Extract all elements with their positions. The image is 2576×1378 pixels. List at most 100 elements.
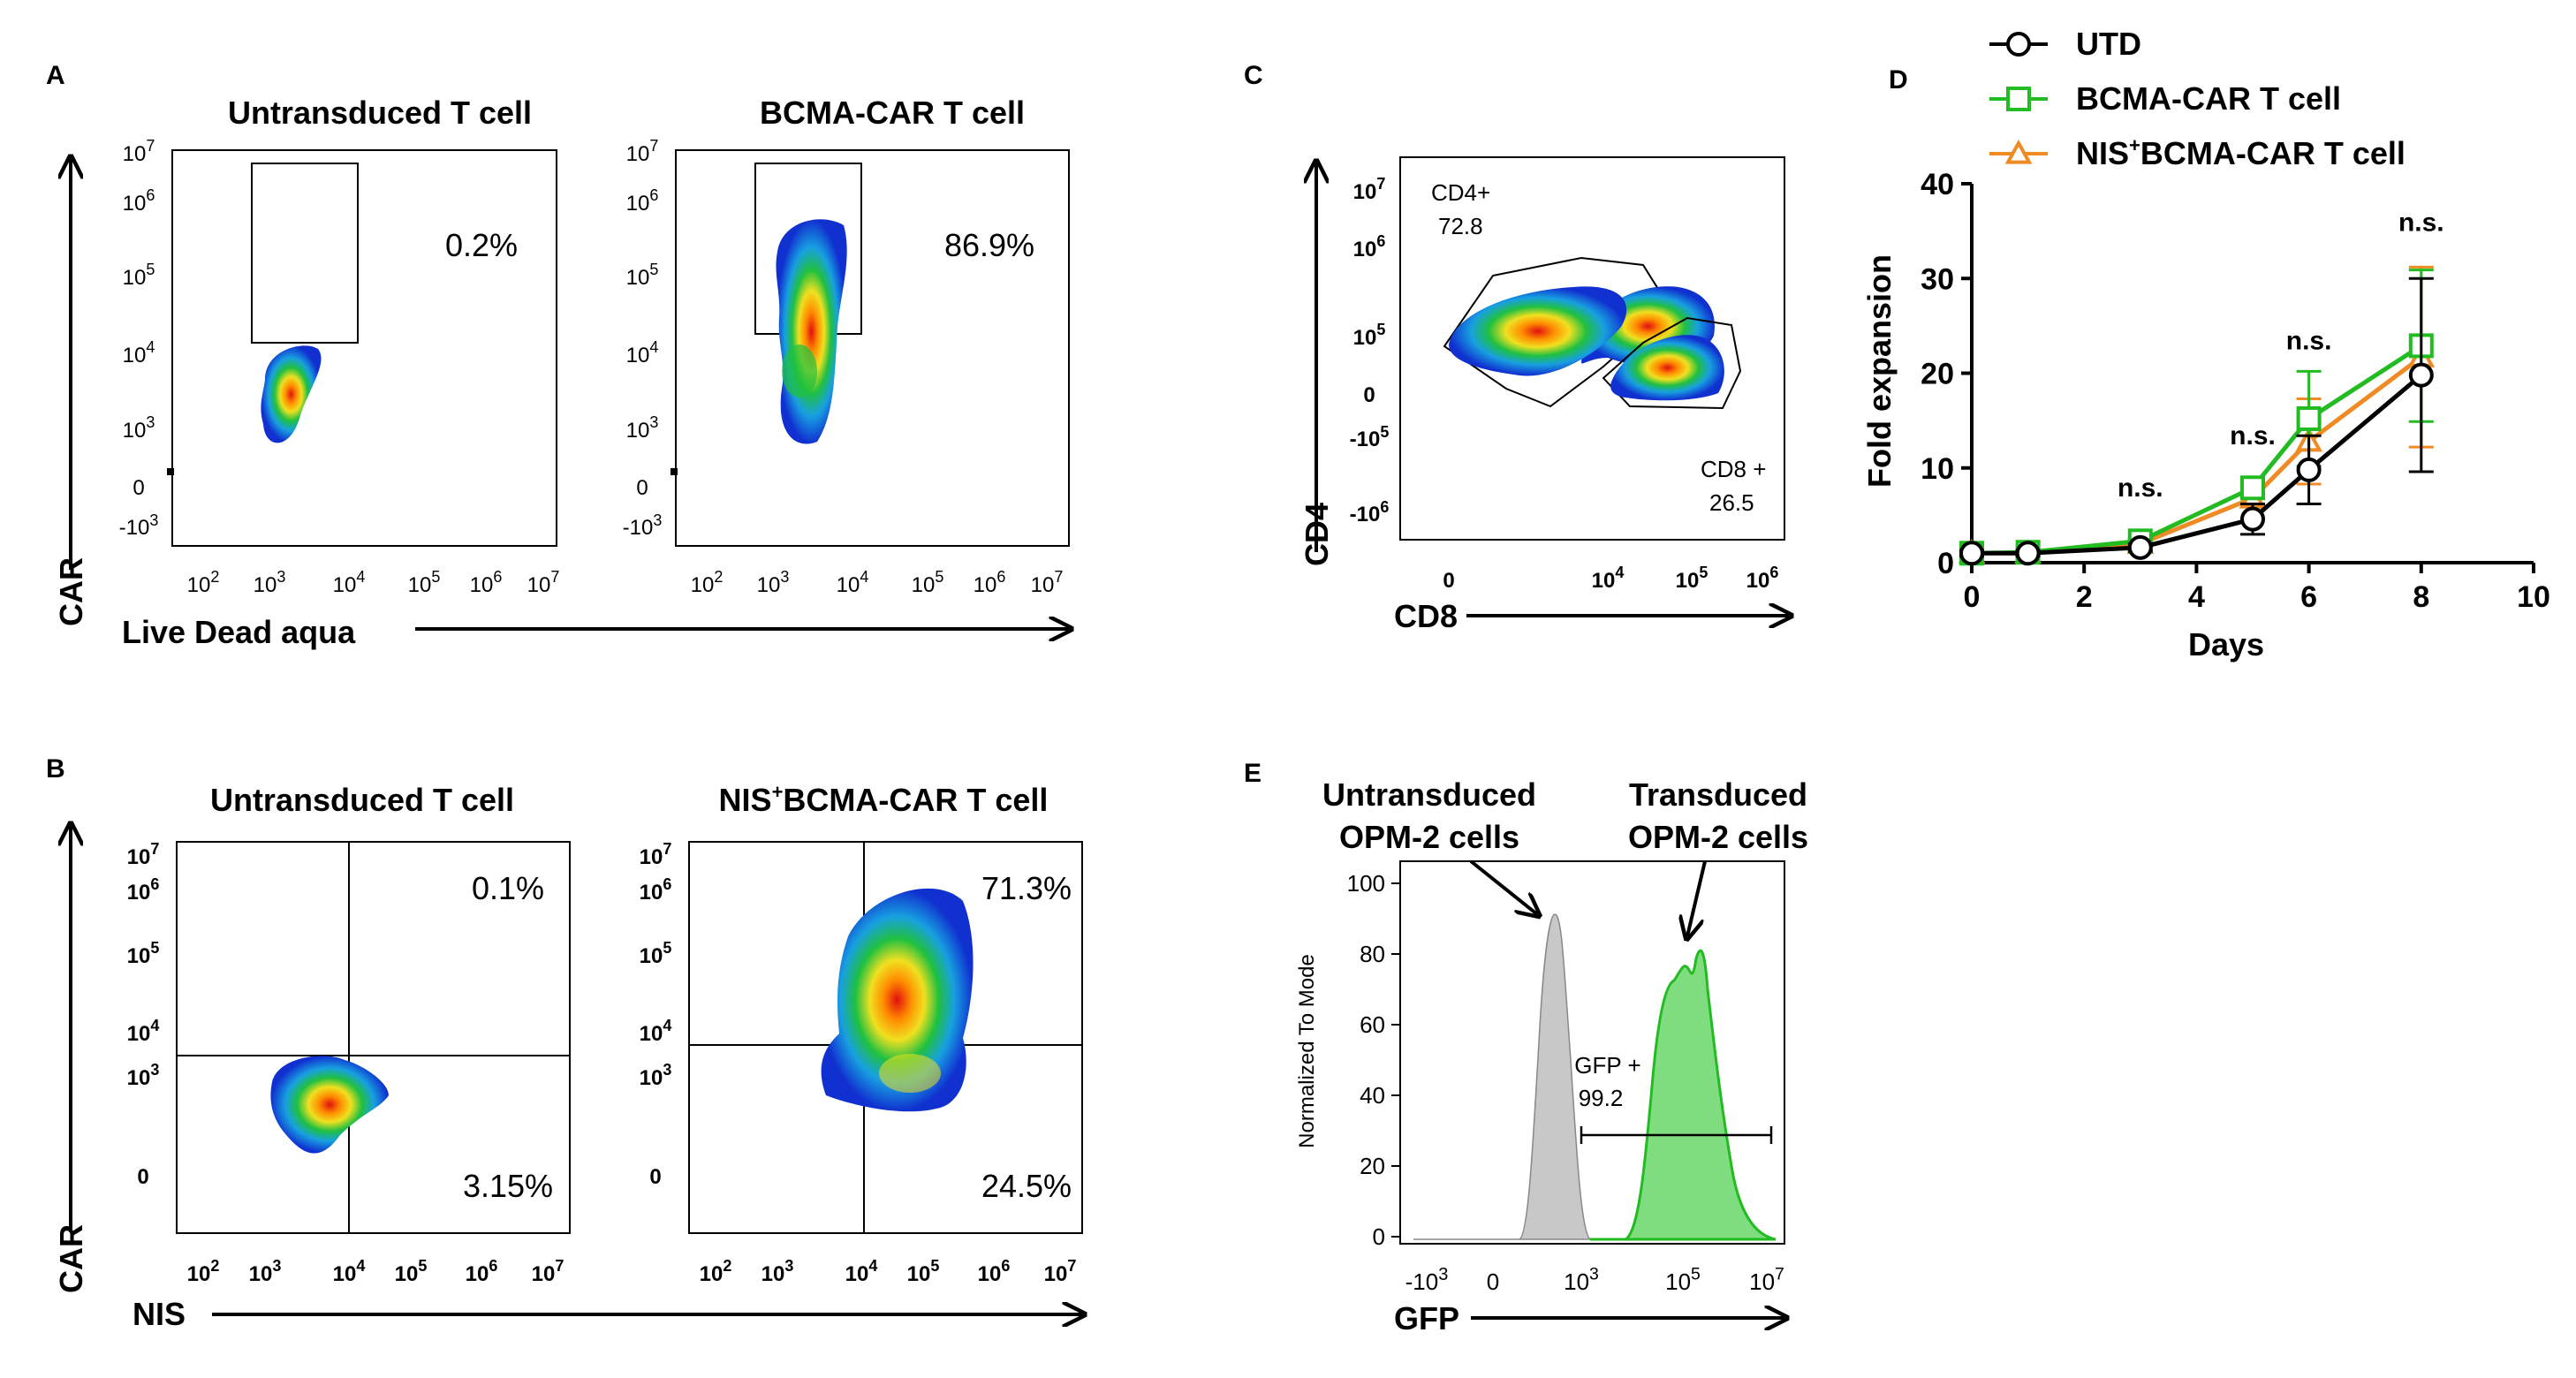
x-tick-label: 0 [1443, 569, 1454, 593]
x-tick-label: 107 [532, 1257, 564, 1286]
x-tick-label: 102 [187, 568, 220, 597]
panel-e-tick-labels: 0 20 40 60 80 100 -103 0 103 105 107 [1347, 870, 1784, 1295]
y-tick-label: -103 [119, 511, 159, 540]
legend: UTD BCMA-CAR T cell NIS+BCMA-CAR T cell [1989, 26, 2406, 171]
gate-cd4-name: CD4+ [1431, 179, 1490, 206]
density-blob [270, 1056, 389, 1154]
y-tick-label: 60 [1360, 1011, 1385, 1038]
density-blob-lower [782, 344, 817, 398]
y-tick-label: 103 [123, 413, 155, 443]
x-tick-label: 102 [700, 1257, 732, 1286]
annotation-ns: n.s. [2398, 208, 2444, 238]
x-tick-label: 104 [837, 568, 869, 597]
gate-gfp-name: GFP + [1574, 1052, 1640, 1079]
axis-marker [671, 468, 678, 475]
x-tick-label: 104 [1592, 564, 1625, 593]
plot-frame [1399, 156, 1785, 541]
panel-a: A Untransduced T cell BCMA-CAR T cell 0.… [46, 61, 1069, 650]
y-tick-label: 107 [640, 840, 672, 869]
panel-e: E Untransduced OPM-2 cells Transduced OP… [1244, 759, 1808, 1336]
density-blob-cd4-main [1449, 286, 1627, 376]
y-tick-label: 80 [1360, 941, 1385, 967]
x-tick-label: 0 [1487, 1268, 1499, 1295]
x-tick-label: 103 [249, 1257, 282, 1286]
panel-c-tick-labels: 107 106 105 0 -105 -106 0 104 105 106 [1350, 175, 1779, 593]
panel-a-y-label: CAR [53, 557, 89, 626]
y-tick-label: 20 [1921, 358, 1954, 391]
panel-a-x-label: Live Dead aqua [122, 614, 356, 650]
legend-label: NIS+BCMA-CAR T cell [2076, 134, 2406, 171]
data-point [2408, 362, 2434, 388]
y-tick-label: 106 [626, 186, 659, 216]
x-tick-label: 105 [912, 568, 944, 597]
data-point [2296, 405, 2322, 431]
panel-b-y-label: CAR [53, 1224, 89, 1293]
gate-cd8 [1602, 316, 1742, 410]
x-tick-label: 103 [757, 568, 790, 597]
y-tick-label: 40 [1360, 1082, 1385, 1109]
x-tick-label: 105 [1676, 564, 1708, 593]
y-tick-label: 100 [1347, 870, 1385, 897]
panel-b-letter: B [46, 754, 65, 784]
y-tick-label: 104 [127, 1017, 160, 1046]
panel-b-left-title: Untransduced T cell [210, 782, 514, 818]
label-untransduced-line2: OPM-2 cells [1339, 819, 1519, 855]
panel-c-x-label: CD8 [1394, 598, 1458, 634]
x-tick-label: 105 [907, 1257, 940, 1286]
plot-frame [688, 841, 1083, 1234]
legend-item: UTD [1989, 26, 2141, 62]
x-tick-label: 0 [1964, 580, 1981, 614]
y-tick-label: -106 [1350, 498, 1390, 526]
x-tick-label: 106 [470, 568, 503, 597]
y-tick-label: 40 [1921, 168, 1954, 201]
panel-b: B Untransduced T cell NIS+BCMA-CAR T cel… [46, 754, 1082, 1332]
label-transduced-line2: OPM-2 cells [1628, 819, 1808, 855]
x-tick-label: 6 [2300, 580, 2317, 614]
x-tick-label: 107 [527, 568, 560, 597]
x-axis-label: Days [2188, 626, 2264, 662]
legend-label: UTD [2076, 26, 2141, 62]
panel-b-x-label: NIS [133, 1296, 186, 1332]
panel-e-letter: E [1244, 759, 1261, 788]
gate-gfp-value: 99.2 [1579, 1085, 1624, 1111]
annotation-ns: n.s. [2230, 421, 2276, 450]
x-tick-label: 104 [333, 1257, 366, 1286]
panel-c-letter: C [1244, 61, 1263, 90]
y-tick-label: 107 [127, 840, 160, 869]
density-blob [821, 888, 974, 1112]
panel-a-right-plot: 86.9% [675, 149, 1070, 547]
y-tick-label: 103 [626, 413, 659, 443]
panel-b-right-title: NIS+BCMA-CAR T cell [719, 781, 1049, 818]
data-point [2240, 475, 2265, 501]
y-tick-label: 0 [649, 1165, 661, 1189]
y-tick-label: 0 [1937, 547, 1954, 580]
arrow-untransduced [1469, 859, 1537, 914]
legend-marker [2006, 32, 2031, 57]
x-tick-label: 102 [691, 568, 724, 597]
series-circle [1959, 276, 2434, 566]
y-tick-label: 107 [1353, 175, 1386, 204]
data-point [2015, 541, 2041, 566]
data-point [1959, 541, 1984, 566]
panel-a-letter: A [46, 61, 65, 90]
y-tick-label: 106 [640, 875, 672, 905]
y-tick-label: 105 [127, 939, 160, 968]
data-point [2296, 457, 2322, 482]
y-tick-label: 106 [127, 875, 160, 905]
panel-c: C CD4+ 72.8 CD8 + 26.5 107 106 105 0 -105 -10… [1244, 61, 1789, 634]
y-tick-label: 0 [636, 476, 648, 500]
density-blob-lower [879, 1054, 941, 1093]
panel-b-tick-labels: 107 106 105 104 103 0 102 103 104 105 106 107 107 106… [127, 840, 1077, 1286]
y-tick-label: 105 [640, 939, 672, 968]
panel-b-left-plot: 0.1% 3.15% [176, 841, 571, 1234]
panel-e-y-label: Normalized To Mode [1295, 954, 1319, 1148]
y-tick-label: 20 [1360, 1153, 1385, 1179]
x-tick-label: 2 [2076, 580, 2093, 614]
data-point [2240, 506, 2265, 532]
label-untransduced-line1: Untransduced [1322, 776, 1536, 813]
y-tick-label: 107 [626, 137, 659, 166]
legend-marker [2004, 139, 2033, 164]
label-transduced-line1: Transduced [1629, 776, 1807, 813]
y-tick-label: 105 [123, 261, 155, 290]
